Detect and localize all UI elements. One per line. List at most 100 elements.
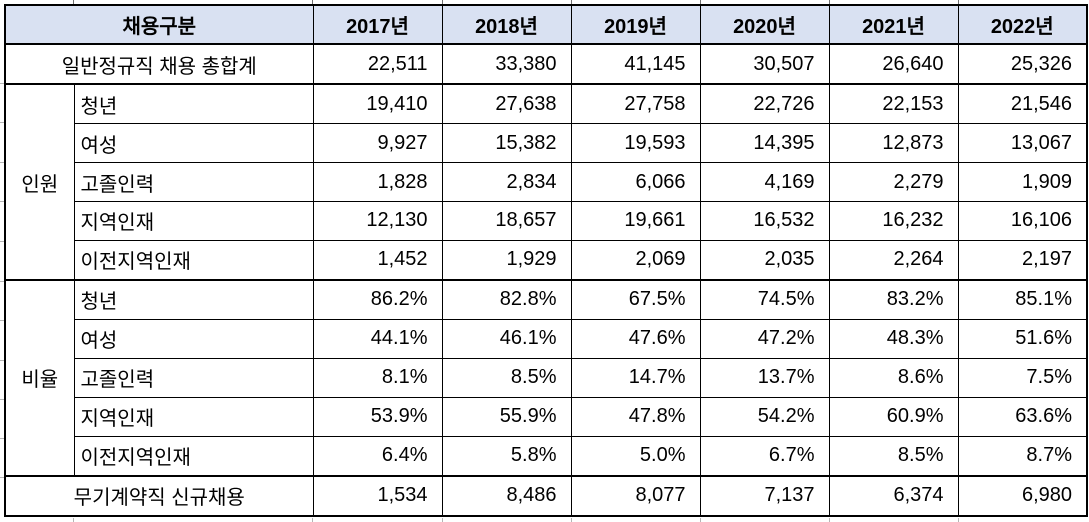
gridline-stub	[0, 162, 4, 163]
value-cell: 82.8%	[441, 278, 572, 320]
gridline-stub	[958, 518, 959, 522]
value-cell: 6.4%	[312, 435, 443, 477]
value-cell: 16,106	[957, 201, 1088, 241]
value-cell: 22,511	[312, 42, 443, 85]
gridline-stub	[0, 83, 4, 84]
value-cell: 33,380	[441, 42, 572, 85]
value-cell: 26,640	[828, 42, 959, 85]
contract-row: 무기계약직 신규채용 1,534 8,486 8,077 7,137 6,374…	[4, 474, 1088, 517]
row-label: 청년	[73, 278, 314, 320]
column-header-2018: 2018년	[441, 4, 572, 45]
value-cell: 9,927	[312, 123, 443, 164]
value-cell: 2,264	[828, 239, 959, 281]
value-cell: 14.7%	[570, 357, 701, 398]
value-cell: 27,758	[570, 83, 701, 125]
value-cell: 2,197	[957, 239, 1088, 281]
value-cell: 2,035	[699, 239, 830, 281]
column-header-2017: 2017년	[312, 4, 443, 45]
column-header-2022: 2022년	[957, 4, 1088, 45]
ratio-regional-row: 지역인재 53.9% 55.9% 47.8% 54.2% 60.9% 63.6%	[5, 396, 1088, 437]
value-cell: 44.1%	[312, 319, 443, 359]
gridline-stub	[442, 518, 443, 522]
value-cell: 30,507	[699, 42, 830, 85]
value-cell: 6,980	[957, 474, 1088, 517]
value-cell: 8,077	[570, 474, 701, 517]
column-header-2020: 2020년	[699, 4, 830, 45]
value-cell: 7.5%	[957, 357, 1088, 398]
value-cell: 53.9%	[312, 396, 443, 437]
gridline-stub	[700, 518, 701, 522]
value-cell: 86.2%	[312, 278, 443, 320]
value-cell: 6,374	[828, 474, 959, 517]
group-label-headcount: 인원	[4, 83, 75, 281]
group-label-ratio: 비율	[4, 278, 75, 477]
value-cell: 22,153	[828, 83, 959, 125]
row-label: 지역인재	[73, 201, 314, 241]
headcount-regional-row: 지역인재 12,130 18,657 19,661 16,532 16,232 …	[5, 201, 1088, 241]
gridline-stub	[0, 320, 4, 321]
row-label-total: 일반정규직 채용 총합계	[4, 42, 314, 85]
gridline-stub	[0, 122, 4, 123]
value-cell: 63.6%	[957, 396, 1088, 437]
value-cell: 60.9%	[828, 396, 959, 437]
value-cell: 54.2%	[699, 396, 830, 437]
headcount-youth-row: 인원 청년 19,410 27,638 27,758 22,726 22,153…	[4, 83, 1088, 281]
gridline-stub	[0, 241, 4, 242]
value-cell: 8.1%	[312, 357, 443, 398]
row-label: 이전지역인재	[73, 435, 314, 477]
value-cell: 2,069	[570, 239, 701, 281]
value-cell: 46.1%	[441, 319, 572, 359]
row-label: 여성	[73, 319, 314, 359]
gridline-stub	[700, 0, 701, 4]
header-row: 채용구분 2017년 2018년 2019년 2020년 2021년 2022년	[4, 4, 1088, 45]
value-cell: 1,452	[312, 239, 443, 281]
column-header-2021: 2021년	[828, 4, 959, 45]
row-label: 이전지역인재	[73, 239, 314, 281]
gridline-stub	[571, 0, 572, 4]
row-label: 청년	[73, 83, 314, 125]
value-cell: 1,929	[441, 239, 572, 281]
value-cell: 48.3%	[828, 319, 959, 359]
value-cell: 13.7%	[699, 357, 830, 398]
headcount-women-row: 여성 9,927 15,382 19,593 14,395 12,873 13,…	[5, 123, 1088, 164]
gridline-stub	[0, 399, 4, 400]
row-label: 지역인재	[73, 396, 314, 437]
value-cell: 12,873	[828, 123, 959, 164]
headcount-relocated-row: 이전지역인재 1,452 1,929 2,069 2,035 2,264 2,1…	[5, 239, 1088, 281]
gridline-stub	[958, 0, 959, 4]
value-cell: 8.5%	[441, 357, 572, 398]
row-label: 여성	[73, 123, 314, 164]
value-cell: 7,137	[699, 474, 830, 517]
gridline-stub	[829, 518, 830, 522]
value-cell: 27,638	[441, 83, 572, 125]
value-cell: 1,534	[312, 474, 443, 517]
gridline-stub	[0, 477, 4, 478]
ratio-relocated-row: 이전지역인재 6.4% 5.8% 5.0% 6.7% 8.5% 8.7%	[5, 435, 1088, 477]
value-cell: 67.5%	[570, 278, 701, 320]
gridline-stub	[0, 438, 4, 439]
value-cell: 5.8%	[441, 435, 572, 477]
value-cell: 16,532	[699, 201, 830, 241]
value-cell: 15,382	[441, 123, 572, 164]
value-cell: 51.6%	[957, 319, 1088, 359]
value-cell: 4,169	[699, 162, 830, 203]
value-cell: 14,395	[699, 123, 830, 164]
row-label: 고졸인력	[73, 162, 314, 203]
value-cell: 8.5%	[828, 435, 959, 477]
value-cell: 6,066	[570, 162, 701, 203]
value-cell: 47.8%	[570, 396, 701, 437]
gridline-stub	[0, 360, 4, 361]
value-cell: 21,546	[957, 83, 1088, 125]
value-cell: 8,486	[441, 474, 572, 517]
value-cell: 16,232	[828, 201, 959, 241]
value-cell: 19,661	[570, 201, 701, 241]
value-cell: 12,130	[312, 201, 443, 241]
row-label-contract: 무기계약직 신규채용	[4, 474, 314, 517]
row-label: 고졸인력	[73, 357, 314, 398]
value-cell: 47.2%	[699, 319, 830, 359]
gridline-stub	[442, 0, 443, 4]
gridline-stub	[73, 518, 74, 522]
value-cell: 85.1%	[957, 278, 1088, 320]
gridline-stub	[312, 518, 313, 522]
